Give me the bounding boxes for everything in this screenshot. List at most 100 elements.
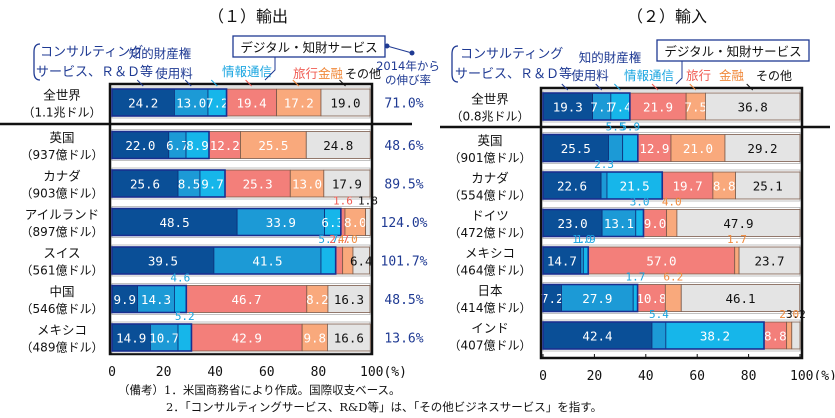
data-label: 33.9 xyxy=(266,215,296,230)
bar-segment-consulting xyxy=(111,88,175,117)
data-label: 9.0 xyxy=(644,216,667,231)
note-1-text: 1．米国商務省により作成。国際収支ベース。 xyxy=(164,383,401,397)
bar-segment-finance xyxy=(734,246,740,275)
data-label: 8.8 xyxy=(764,329,787,344)
legend-pointer-finance xyxy=(689,83,697,91)
category-label: メキシコ xyxy=(465,246,515,261)
data-label: 25.1 xyxy=(753,179,783,194)
bar-segment-ip xyxy=(236,208,325,236)
legend-finance: 金融 xyxy=(318,66,344,81)
growth-rate-label: 71.0% xyxy=(384,97,423,112)
legend-ict: 情報通信 xyxy=(624,68,674,83)
category-total-label: （903億ドル） xyxy=(21,187,104,201)
data-label: 12.9 xyxy=(639,141,669,156)
category-label: インド xyxy=(471,321,509,336)
bar-row: カナダ （903億ドル） 25.6 8.5 9.7 25.3 13.0 17.9 89.5% xyxy=(21,167,424,201)
legend-digital-box xyxy=(656,39,810,62)
bar-row: ドイツ （472億ドル） 23.0 13.1 3.0 9.0 4.0 47.9 xyxy=(449,196,801,240)
digital-ip-outline xyxy=(111,207,342,237)
bar-segment-other xyxy=(305,131,371,159)
legend-pointer-ict xyxy=(614,83,621,91)
bar-segment-other xyxy=(676,209,801,237)
data-label: 14.3 xyxy=(141,292,171,307)
data-label: 19.3 xyxy=(553,100,583,115)
category-total-label: （1.1兆ドル） xyxy=(22,106,101,120)
category-total-label: （472億ドル） xyxy=(449,226,532,240)
bar-segment-finance xyxy=(666,209,678,237)
data-label: 42.4 xyxy=(582,329,612,344)
category-label: 英国 xyxy=(477,133,502,148)
data-label: 42.9 xyxy=(232,331,262,346)
data-label: 25.6 xyxy=(130,177,160,192)
data-label: 38.2 xyxy=(700,329,730,344)
x-tick-label: 60 xyxy=(689,369,705,380)
data-label: 13.1 xyxy=(604,216,634,231)
bar-segment-ip xyxy=(600,171,608,200)
legend-ip-line2: 使用料 xyxy=(571,68,609,83)
category-label: カナダ xyxy=(43,169,81,184)
bar-segment-other xyxy=(735,171,801,200)
data-label: 7.4 xyxy=(609,100,632,115)
bar-segment-other xyxy=(327,323,371,352)
data-label-small: 2.0 xyxy=(779,308,799,321)
bar-segment-finance xyxy=(786,321,793,350)
data-label: 41.5 xyxy=(252,254,282,269)
data-label: 12.2 xyxy=(210,138,240,153)
data-label: 13.0 xyxy=(176,96,206,111)
data-label-small: 2.7 xyxy=(329,233,349,246)
note-2-text: 2．「コンサルティングサービス、R&D等」は、「その他ビジネスサービス」を指す。 xyxy=(166,400,603,414)
category-label: メキシコ xyxy=(37,323,87,338)
legend-pointer-other xyxy=(339,79,346,87)
category-total-label: （489億ドル） xyxy=(21,341,104,355)
data-label-small: 1.9 xyxy=(576,233,596,246)
data-label: 8.0 xyxy=(344,215,367,230)
growth-header-line1: 2014年から xyxy=(376,59,440,73)
data-label-small: 1.8 xyxy=(358,195,378,208)
data-label: 23.0 xyxy=(558,216,588,231)
data-label: 46.1 xyxy=(725,291,755,306)
bar-segment-ict xyxy=(320,246,337,275)
bar-segment-other xyxy=(365,208,371,236)
x-tick-label: 40 xyxy=(207,365,223,380)
bar-row: 全世界 （0.8兆ドル） 19.3 7.17.4 21.9 7.5 36.8 xyxy=(450,90,801,124)
digital-ip-outline xyxy=(111,323,193,352)
legend-ict: 情報通信 xyxy=(222,64,272,79)
category-total-label: （901億ドル） xyxy=(449,151,532,165)
x-tick-label: 80 xyxy=(311,365,327,380)
note-1: （備考）1．米国商務省により作成。国際収支ベース。 xyxy=(118,382,602,399)
x-tick-label: 80 xyxy=(741,369,757,380)
data-label: 46.7 xyxy=(231,292,261,307)
legend-pointer-ict xyxy=(210,79,218,87)
data-label-small: 5.2 xyxy=(175,310,195,323)
data-label: 47.9 xyxy=(723,216,753,231)
data-label: 39.5 xyxy=(148,254,178,269)
growth-rate-label: 101.7% xyxy=(381,255,428,270)
data-label: 19.4 xyxy=(237,96,267,111)
data-label: 8.8 xyxy=(713,179,736,194)
data-label: 17.2 xyxy=(284,96,314,111)
bar-segment-travel xyxy=(208,131,241,159)
data-label-small: 1.7 xyxy=(727,233,747,246)
growth-rate-label: 48.5% xyxy=(384,293,423,308)
bar-segment-finance xyxy=(301,323,328,352)
data-label: 22.0 xyxy=(125,138,155,153)
legend-other: その他 xyxy=(756,69,792,83)
category-total-label: （937億ドル） xyxy=(21,148,104,162)
category-label: アイルランド xyxy=(25,207,99,222)
x-tick-label: 20 xyxy=(156,365,172,380)
bar-segment-other xyxy=(320,88,371,117)
legend-pointer-other xyxy=(746,83,754,91)
category-label: スイス xyxy=(43,246,80,261)
bar-row: 日本 （414億ドル） 7.2 27.9 1.7 10.8 6.2 46.1 xyxy=(449,271,801,315)
x-tick-label: 20 xyxy=(587,369,603,380)
bar-row: 英国 （901億ドル） 25.5 5.55.9 12.9 21.0 29.2 xyxy=(449,121,801,165)
data-label: 7.2 xyxy=(206,96,229,111)
bar-segment-ict xyxy=(635,209,644,237)
category-label: 英国 xyxy=(49,130,74,145)
legend-ip-line2: 使用料 xyxy=(155,66,193,81)
data-label: 57.0 xyxy=(646,254,676,269)
x-tick-label: 100(%) xyxy=(360,365,407,380)
bar-row: 全世界 （1.1兆ドル） 24.2 13.0 7.2 19.4 17.2 19.0 71.0% xyxy=(22,86,424,120)
notes: （備考）1．米国商務省により作成。国際収支ベース。 2．「コンサルティングサービ… xyxy=(118,382,602,416)
